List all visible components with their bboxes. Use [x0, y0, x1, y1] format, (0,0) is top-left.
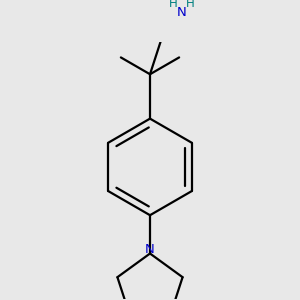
Text: N: N: [177, 6, 187, 19]
Text: H: H: [169, 0, 178, 10]
Text: N: N: [145, 243, 155, 256]
Text: H: H: [186, 0, 195, 10]
